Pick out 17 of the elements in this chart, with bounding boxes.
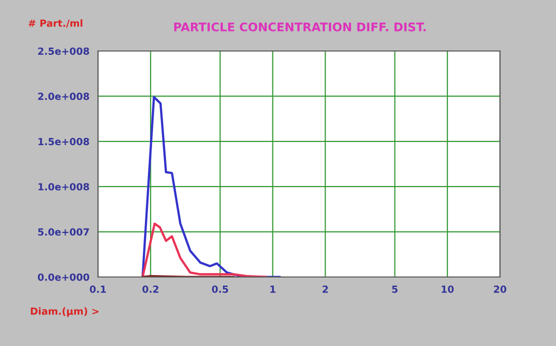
x-tick-label: 5 <box>392 286 398 293</box>
y-tick-label: 2.5e+008 <box>38 47 90 55</box>
y-axis-title: # Part./ml <box>28 19 82 28</box>
x-tick-label: 0.1 <box>90 286 106 293</box>
chart-title: PARTICLE CONCENTRATION DIFF. DIST. <box>174 22 426 32</box>
x-tick-label: 10 <box>442 286 454 293</box>
y-tick-label: 0.0e+000 <box>38 273 90 281</box>
x-tick-label: 0.5 <box>212 286 228 293</box>
x-tick-label: 1 <box>270 286 276 293</box>
x-axis-title: Diam.(µm) > <box>30 307 98 317</box>
x-tick-label: 2 <box>322 286 328 293</box>
y-tick-label: 1.5e+008 <box>38 138 90 146</box>
y-tick-label: 2.0e+008 <box>38 92 90 100</box>
x-tick-label: 0.2 <box>142 286 158 293</box>
y-tick-label: 1.0e+008 <box>38 183 90 190</box>
y-tick-label: 5.0e+007 <box>38 228 89 236</box>
x-tick-label: 20 <box>494 286 506 293</box>
